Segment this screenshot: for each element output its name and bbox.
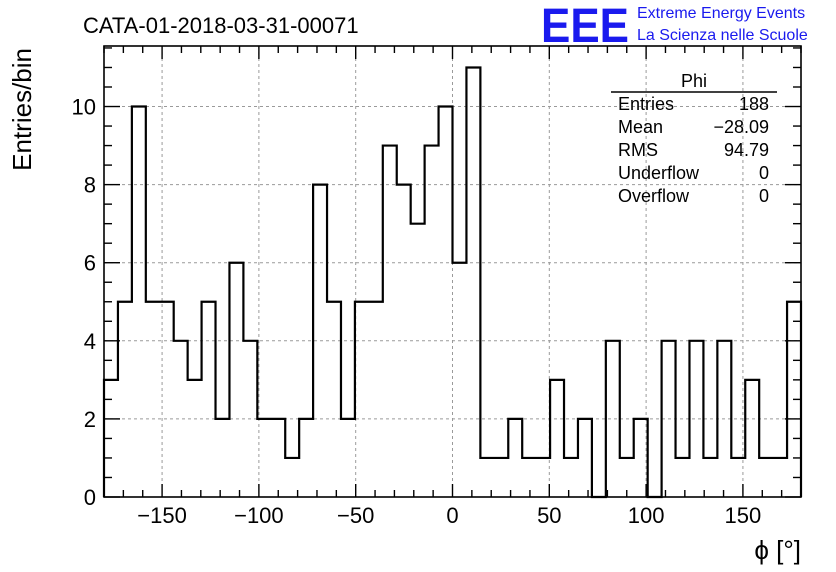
x-tick-label: −150 bbox=[137, 503, 187, 528]
x-tick-labels: −150 −100 −50 0 50 100 150 bbox=[137, 503, 761, 528]
chart-title: CATA-01-2018-03-31-00071 bbox=[83, 13, 359, 38]
stats-box: Phi Entries 188 Mean −28.09 RMS 94.79 Underflo… bbox=[611, 71, 777, 206]
y-tick-label: 10 bbox=[72, 95, 96, 120]
y-axis-label: Entries/bin bbox=[7, 48, 37, 171]
x-axis-label: ϕ [°] bbox=[754, 535, 801, 565]
x-tick-label: 0 bbox=[446, 503, 458, 528]
y-tick-label: 8 bbox=[84, 173, 96, 198]
stats-row-label: Entries bbox=[618, 94, 674, 114]
stats-row-value: 94.79 bbox=[724, 140, 769, 160]
stats-row-label: Mean bbox=[618, 117, 663, 137]
stats-row-value: 0 bbox=[759, 186, 769, 206]
y-tick-label: 2 bbox=[84, 407, 96, 432]
stats-row-label: RMS bbox=[618, 140, 658, 160]
axis-ticks bbox=[103, 46, 802, 498]
eee-logo-line1: Extreme Energy Events bbox=[637, 5, 805, 22]
stats-row-value: 188 bbox=[739, 94, 769, 114]
y-tick-label: 4 bbox=[84, 329, 96, 354]
stats-row-label: Overflow bbox=[618, 186, 690, 206]
stats-row-value: −28.09 bbox=[713, 117, 769, 137]
x-tick-label: −50 bbox=[337, 503, 374, 528]
x-tick-label: 50 bbox=[537, 503, 561, 528]
stats-row-value: 0 bbox=[759, 163, 769, 183]
stats-row-label: Underflow bbox=[618, 163, 700, 183]
eee-logo: EEE Extreme Energy Events La Scienza nel… bbox=[541, 0, 808, 53]
histogram-line bbox=[102, 66, 803, 499]
stats-rows: Entries 188 Mean −28.09 RMS 94.79 Underflow 0 Ov… bbox=[618, 94, 769, 206]
eee-logo-line2: La Scienza nelle Scuole bbox=[637, 27, 808, 44]
x-tick-label: 100 bbox=[628, 503, 665, 528]
eee-logo-mark: EEE bbox=[541, 0, 629, 53]
y-tick-labels: 0 2 4 6 8 10 bbox=[72, 95, 96, 510]
y-tick-label: 0 bbox=[84, 485, 96, 510]
x-tick-label: −100 bbox=[234, 503, 284, 528]
y-tick-label: 6 bbox=[84, 251, 96, 276]
stats-box-title: Phi bbox=[681, 71, 707, 91]
x-tick-label: 150 bbox=[725, 503, 762, 528]
